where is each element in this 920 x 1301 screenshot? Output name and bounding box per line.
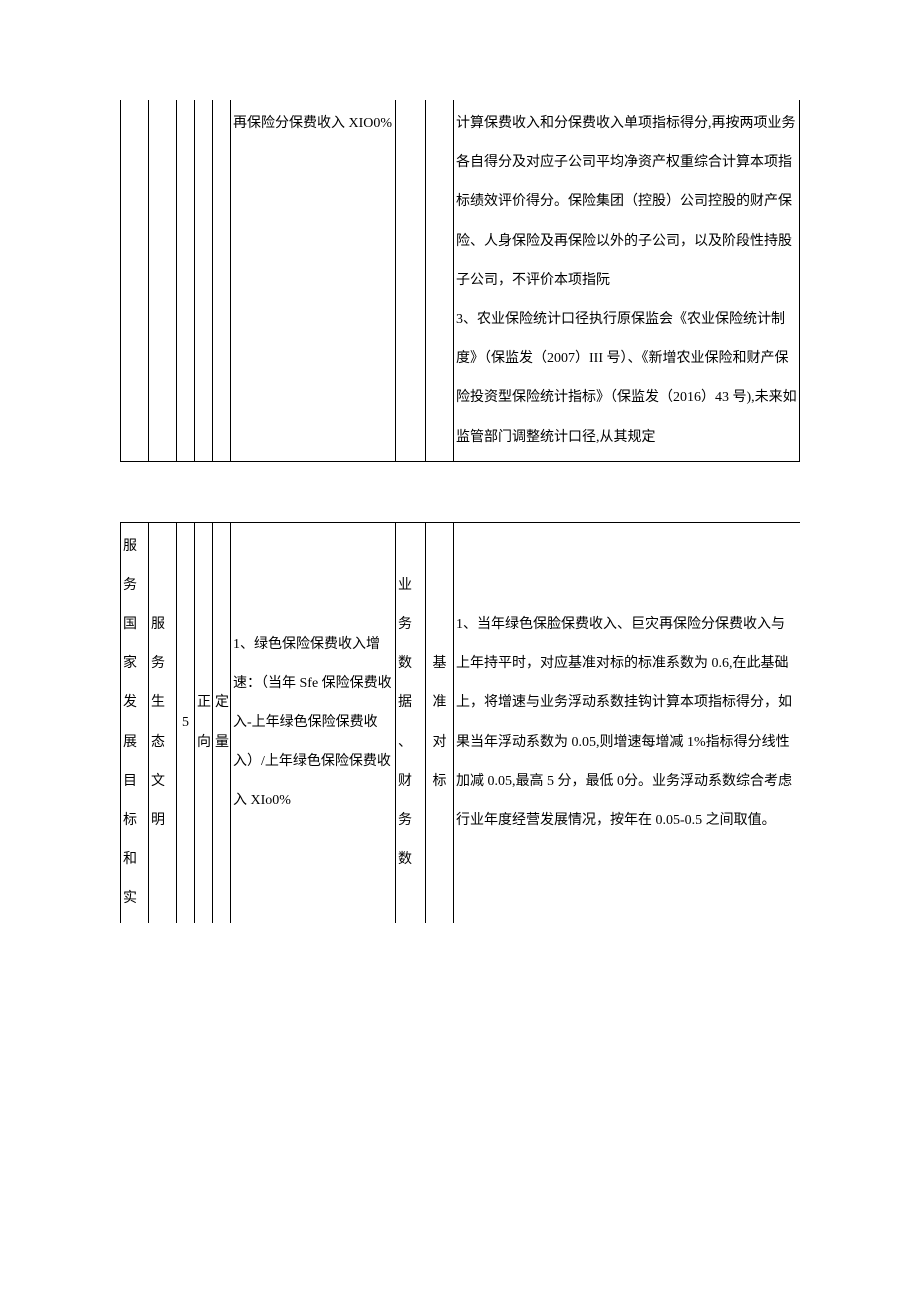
cell-subcategory: 服务生态文明	[149, 522, 177, 922]
cell-formula: 1、绿色保险保费收入增速：（当年 Sfe 保险保费收入-上年绿色保险保费收入）/…	[231, 522, 396, 922]
cell-direction: 正向	[195, 522, 213, 922]
cell-empty	[121, 100, 149, 461]
cell-datasource: 业务数据、财务数	[396, 522, 426, 922]
cell-description: 计算保费收入和分保费收入单项指标得分,再按两项业务各自得分及对应子公司平均净资产…	[454, 100, 800, 461]
cell-empty	[213, 100, 231, 461]
cell-type: 定量	[213, 522, 231, 922]
cell-category: 服务国家发展目标和实	[121, 522, 149, 922]
cell-benchmark: 基准对标	[426, 522, 454, 922]
cell-empty	[426, 100, 454, 461]
cell-empty	[396, 100, 426, 461]
cell-empty	[149, 100, 177, 461]
table-1: 再保险分保费收入 XIO0% 计算保费收入和分保费收入单项指标得分,再按两项业务…	[120, 100, 800, 462]
table-row: 再保险分保费收入 XIO0% 计算保费收入和分保费收入单项指标得分,再按两项业务…	[121, 100, 800, 461]
cell-empty	[195, 100, 213, 461]
cell-empty	[177, 100, 195, 461]
cell-description: 1、当年绿色保脸保费收入、巨灾再保险分保费收入与上年持平时，对应基准对标的标准系…	[454, 522, 801, 922]
table-2: 服务国家发展目标和实 服务生态文明 5 正向 定量 1、绿色保险保费收入增速：（…	[120, 522, 800, 923]
cell-formula: 再保险分保费收入 XIO0%	[231, 100, 396, 461]
cell-number: 5	[177, 522, 195, 922]
table-row: 服务国家发展目标和实 服务生态文明 5 正向 定量 1、绿色保险保费收入增速：（…	[121, 522, 801, 922]
